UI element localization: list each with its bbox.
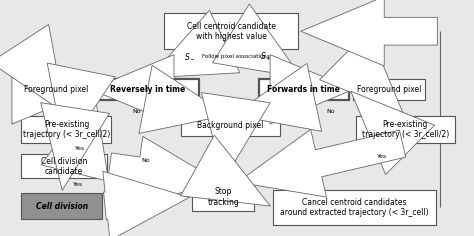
FancyBboxPatch shape <box>354 79 425 100</box>
FancyBboxPatch shape <box>164 13 298 50</box>
FancyBboxPatch shape <box>181 116 280 136</box>
Text: Yes: Yes <box>73 181 83 186</box>
Text: Forwards in time: Forwards in time <box>267 85 340 94</box>
FancyBboxPatch shape <box>21 116 111 143</box>
FancyBboxPatch shape <box>21 154 107 178</box>
Text: No: No <box>132 109 141 114</box>
FancyBboxPatch shape <box>259 79 349 100</box>
Text: Background pixel: Background pixel <box>197 121 263 130</box>
Text: Stop
tracking: Stop tracking <box>207 187 239 207</box>
FancyBboxPatch shape <box>192 183 255 211</box>
Text: Cell division: Cell division <box>36 202 88 211</box>
Text: No: No <box>326 109 335 114</box>
Text: Pre-existing
trajectory (< 3r_cell/2): Pre-existing trajectory (< 3r_cell/2) <box>23 120 110 139</box>
FancyBboxPatch shape <box>21 79 91 100</box>
Text: Yes: Yes <box>75 146 85 151</box>
Text: Foreground pixel: Foreground pixel <box>357 85 421 94</box>
Text: Reversely in time: Reversely in time <box>109 85 185 94</box>
Text: Yes: Yes <box>377 154 387 159</box>
Text: Pre-existing
trajectory (< 3r_cell/2): Pre-existing trajectory (< 3r_cell/2) <box>362 120 449 139</box>
Text: No: No <box>142 158 150 163</box>
Text: $S_-$: $S_-$ <box>184 51 196 61</box>
FancyBboxPatch shape <box>95 79 199 100</box>
FancyBboxPatch shape <box>356 116 455 143</box>
Text: Foreground pixel: Foreground pixel <box>24 85 88 94</box>
Text: $S_+$: $S_+$ <box>260 50 272 63</box>
FancyBboxPatch shape <box>21 193 102 219</box>
Text: Cell division
candidate: Cell division candidate <box>41 157 87 176</box>
Text: Cancel centroid candidates
around extracted trajectory (< 3r_cell): Cancel centroid candidates around extrac… <box>280 198 429 217</box>
Text: Follow pixel associations: Follow pixel associations <box>202 54 270 59</box>
FancyBboxPatch shape <box>273 190 437 225</box>
Text: Cell centroid candidate
with highest value: Cell centroid candidate with highest val… <box>187 21 276 41</box>
